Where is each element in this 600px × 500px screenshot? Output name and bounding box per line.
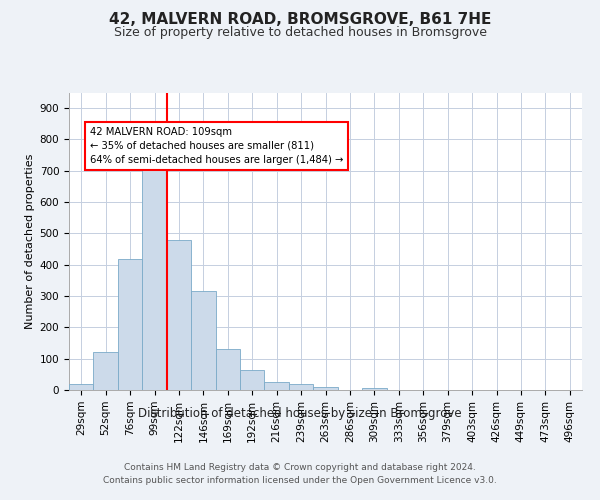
- Text: 42 MALVERN ROAD: 109sqm
← 35% of detached houses are smaller (811)
64% of semi-d: 42 MALVERN ROAD: 109sqm ← 35% of detache…: [90, 127, 343, 165]
- Bar: [215, 350, 240, 390]
- Bar: [94, 352, 118, 390]
- Text: Contains HM Land Registry data © Crown copyright and database right 2024.: Contains HM Land Registry data © Crown c…: [124, 462, 476, 471]
- Bar: [289, 384, 313, 390]
- Text: 42, MALVERN ROAD, BROMSGROVE, B61 7HE: 42, MALVERN ROAD, BROMSGROVE, B61 7HE: [109, 12, 491, 28]
- Text: Size of property relative to detached houses in Bromsgrove: Size of property relative to detached ho…: [113, 26, 487, 39]
- Bar: [118, 259, 142, 390]
- Text: Contains public sector information licensed under the Open Government Licence v3: Contains public sector information licen…: [103, 476, 497, 485]
- Bar: [362, 388, 386, 390]
- Bar: [69, 384, 94, 390]
- Bar: [191, 292, 215, 390]
- Bar: [265, 382, 289, 390]
- Bar: [167, 240, 191, 390]
- Bar: [240, 370, 265, 390]
- Y-axis label: Number of detached properties: Number of detached properties: [25, 154, 35, 329]
- Bar: [313, 387, 338, 390]
- Bar: [142, 160, 167, 390]
- Text: Distribution of detached houses by size in Bromsgrove: Distribution of detached houses by size …: [138, 408, 462, 420]
